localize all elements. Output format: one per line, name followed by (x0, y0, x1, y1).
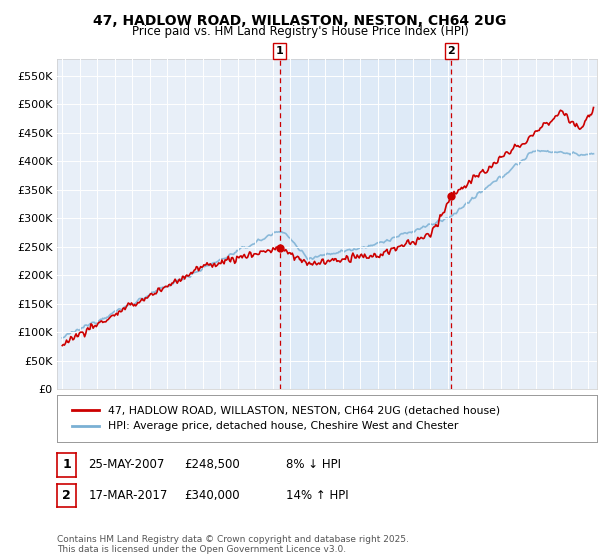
Text: 1: 1 (276, 46, 284, 56)
Text: Price paid vs. HM Land Registry's House Price Index (HPI): Price paid vs. HM Land Registry's House … (131, 25, 469, 38)
Bar (280, 59, 451, 389)
Text: 14% ↑ HPI: 14% ↑ HPI (286, 489, 349, 502)
Text: 17-MAR-2017: 17-MAR-2017 (88, 489, 167, 502)
Text: 8% ↓ HPI: 8% ↓ HPI (286, 458, 341, 472)
Legend: 47, HADLOW ROAD, WILLASTON, NESTON, CH64 2UG (detached house), HPI: Average pric: 47, HADLOW ROAD, WILLASTON, NESTON, CH64… (68, 402, 505, 436)
Text: 1: 1 (62, 458, 71, 472)
Text: 2: 2 (62, 489, 71, 502)
Text: £248,500: £248,500 (184, 458, 240, 472)
Text: 25-MAY-2007: 25-MAY-2007 (88, 458, 164, 472)
Text: £340,000: £340,000 (184, 489, 240, 502)
Text: 2: 2 (448, 46, 455, 56)
Text: Contains HM Land Registry data © Crown copyright and database right 2025.
This d: Contains HM Land Registry data © Crown c… (57, 535, 409, 554)
Text: 47, HADLOW ROAD, WILLASTON, NESTON, CH64 2UG: 47, HADLOW ROAD, WILLASTON, NESTON, CH64… (94, 14, 506, 28)
